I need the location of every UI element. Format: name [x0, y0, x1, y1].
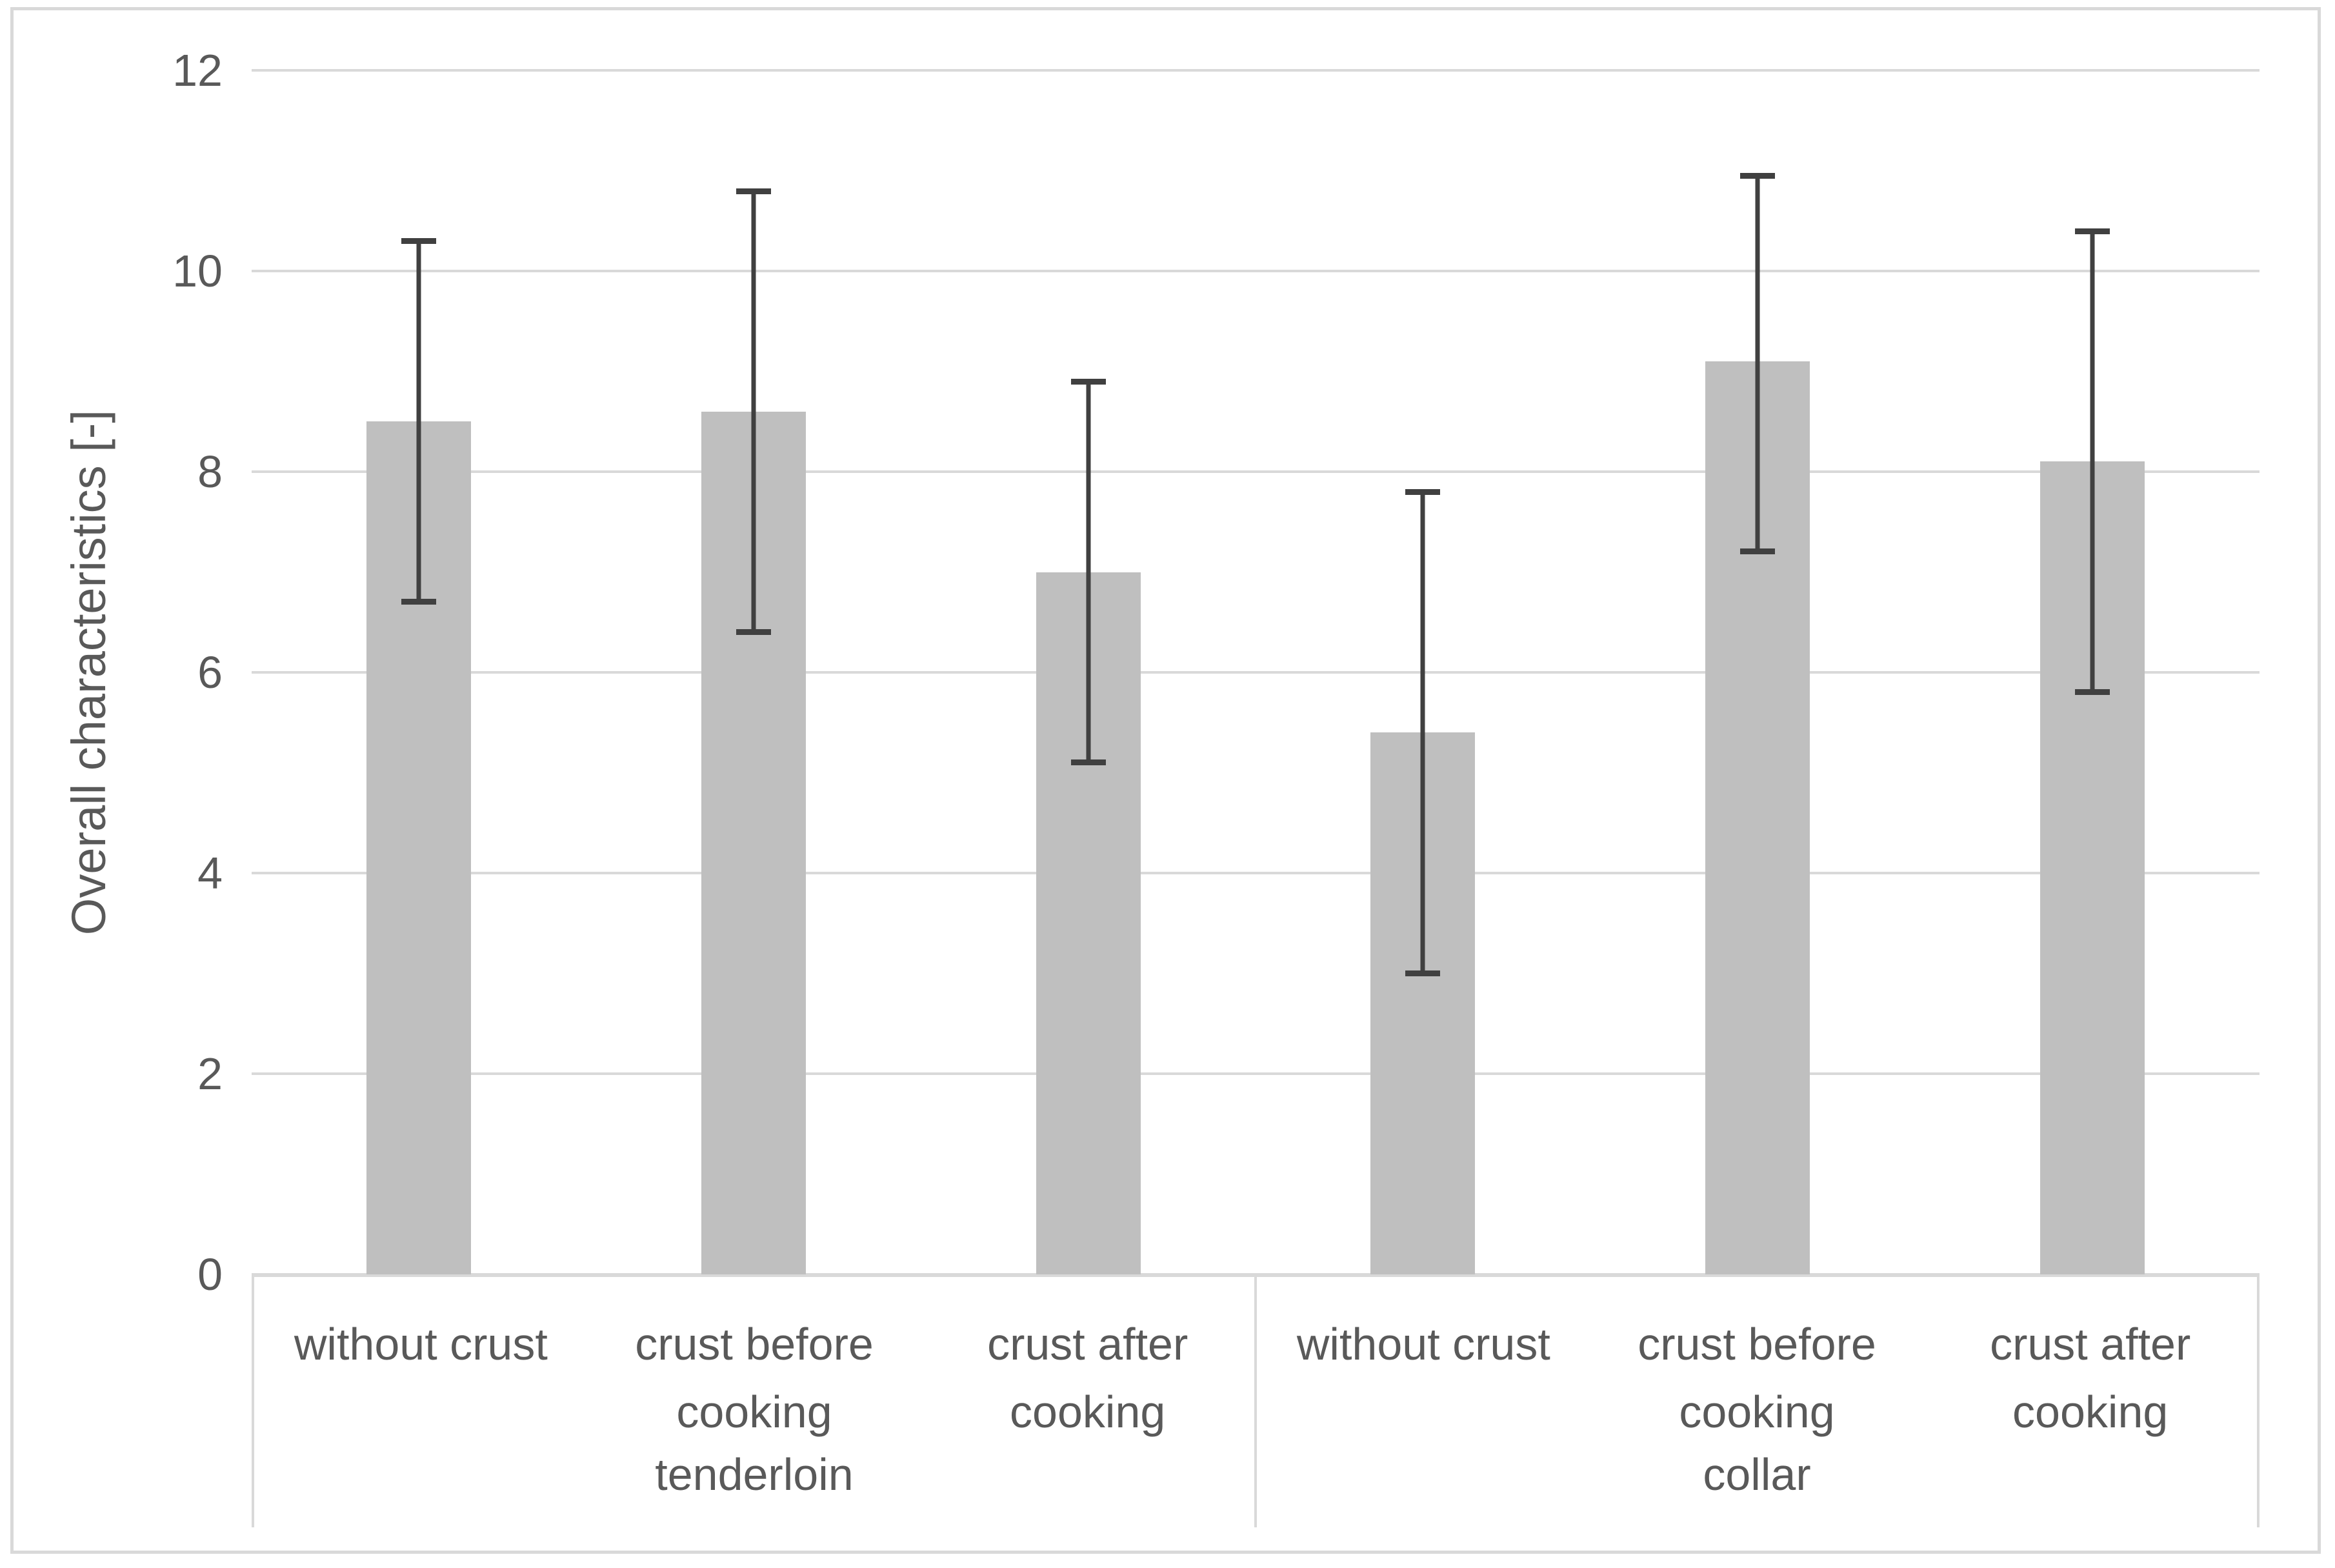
category-label-collar-crust-before-cooking: crust before cooking	[1638, 1319, 1876, 1437]
error-bar-cap-top	[2074, 228, 2110, 234]
plot-area	[252, 69, 2260, 1276]
category-label-tenderloin-without-crust: without crust	[294, 1319, 548, 1369]
group-cell-collar: without crust crust before cooking crust a…	[1254, 1277, 2260, 1527]
error-bar-line	[1420, 492, 1425, 974]
y-tick-label-6: 6	[197, 647, 223, 698]
y-tick-label-0: 0	[197, 1249, 223, 1300]
error-bar-line	[1086, 381, 1091, 763]
error-bar-cap-top	[1070, 379, 1106, 385]
y-tick-label-2: 2	[197, 1049, 223, 1099]
category-label-row: without crust crust before cooking crust a…	[1257, 1277, 2257, 1446]
category-label-collar-without-crust: without crust	[1296, 1319, 1550, 1369]
error-bar-cap-bottom	[1405, 970, 1441, 976]
error-bar-collar-crust-after-cooking	[2074, 228, 2110, 696]
category-label-tenderloin-crust-before-cooking: crust before cooking	[635, 1319, 874, 1437]
gridline-y-2	[252, 1072, 2260, 1075]
category-label-collar-crust-after-cooking: crust after cooking	[1990, 1319, 2191, 1437]
gridline-y-10	[252, 269, 2260, 272]
error-bar-cap-bottom	[1070, 759, 1106, 765]
error-bar-cap-bottom	[1740, 548, 1775, 555]
gridline-y-8	[252, 470, 2260, 473]
error-bar-cap-bottom	[736, 628, 771, 635]
gridline-y-12	[252, 69, 2260, 72]
category-label-row: without crust crust before cooking crust a…	[254, 1277, 1254, 1446]
error-bar-line	[2090, 230, 2095, 693]
error-bar-cap-top	[1740, 173, 1775, 179]
gridline-y-6	[252, 671, 2260, 674]
error-bar-collar-crust-before-cooking	[1740, 173, 1775, 555]
y-tick-label-8: 8	[197, 446, 223, 497]
error-bar-cap-bottom	[401, 599, 437, 605]
error-bar-cap-top	[736, 188, 771, 194]
error-bar-cap-bottom	[2074, 689, 2110, 696]
group-cell-tenderloin: without crust crust before cooking crust a…	[252, 1277, 1254, 1527]
y-tick-label-10: 10	[172, 245, 223, 296]
error-bar-line	[1755, 176, 1760, 552]
gridline-y-4	[252, 871, 2260, 874]
y-tick-label-12: 12	[172, 45, 223, 95]
category-label-tenderloin-crust-after-cooking: crust after cooking	[987, 1319, 1188, 1437]
y-tick-label-4: 4	[197, 847, 223, 898]
error-bar-tenderloin-crust-after-cooking	[1070, 379, 1106, 765]
group-label-tenderloin: tenderloin	[655, 1449, 854, 1500]
error-bar-line	[751, 190, 756, 632]
error-bar-line	[416, 241, 421, 603]
category-axis-table: without crust crust before cooking crust a…	[252, 1274, 2260, 1527]
y-axis-tick-labels: 12 10 8 6 4 2 0	[0, 48, 223, 1297]
error-bar-tenderloin-crust-before-cooking	[736, 188, 771, 635]
error-bar-cap-top	[1405, 489, 1441, 496]
error-bar-tenderloin-without-crust	[401, 238, 437, 605]
error-bar-cap-top	[401, 238, 437, 245]
error-bar-collar-without-crust	[1405, 489, 1441, 976]
group-label-collar: collar	[1703, 1449, 1811, 1500]
